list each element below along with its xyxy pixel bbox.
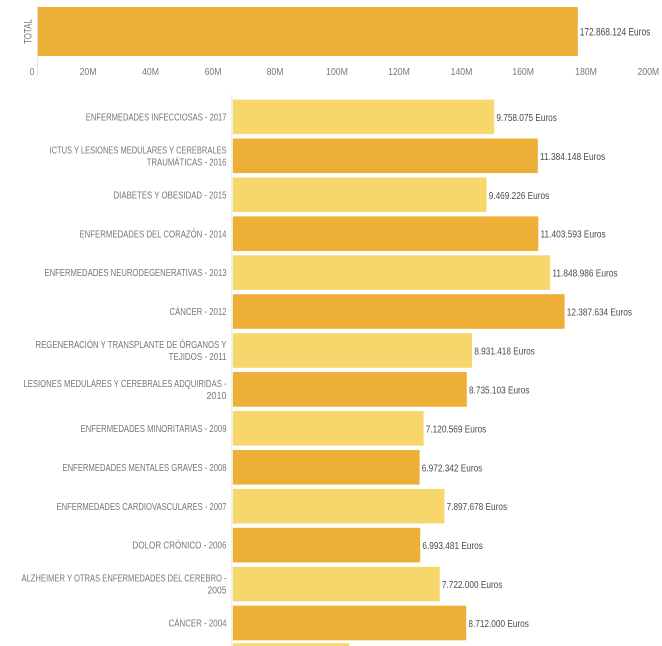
svg-text:CÁNCER - 2004: CÁNCER - 2004: [169, 617, 227, 630]
svg-text:100M: 100M: [326, 67, 348, 78]
svg-text:ICTUS Y LESIONES MEDULARES Y C: ICTUS Y LESIONES MEDULARES Y CEREBRALES: [50, 145, 227, 156]
svg-text:8.931.418 Euros: 8.931.418 Euros: [474, 347, 535, 358]
svg-text:TRAUMÁTICAS - 2016: TRAUMÁTICAS - 2016: [147, 155, 227, 168]
svg-text:LESIONES MEDULARES Y CEREBRALE: LESIONES MEDULARES Y CEREBRALES ADQUIRID…: [24, 379, 227, 390]
svg-text:ENFERMEDADES CARDIOVASCULARES: ENFERMEDADES CARDIOVASCULARES - 2007: [57, 502, 227, 513]
svg-text:11.403.593 Euros: 11.403.593 Euros: [541, 230, 606, 241]
svg-text:ENFERMEDADES DEL CORAZÓN - 201: ENFERMEDADES DEL CORAZÓN - 2014: [80, 227, 227, 240]
svg-text:CÁNCER - 2012: CÁNCER - 2012: [170, 305, 227, 318]
svg-text:ALZHEIMER Y OTRAS ENFERMEDADES: ALZHEIMER Y OTRAS ENFERMEDADES DEL CEREB…: [22, 574, 227, 585]
svg-text:160M: 160M: [512, 67, 534, 78]
svg-text:180M: 180M: [575, 67, 597, 78]
svg-text:REGENERACIÓN Y TRANSPLANTE DE: REGENERACIÓN Y TRANSPLANTE DE ÓRGANOS Y: [36, 338, 227, 351]
svg-text:ENFERMEDADES MENTALES GRAVES -: ENFERMEDADES MENTALES GRAVES - 2008: [63, 463, 227, 474]
svg-text:120M: 120M: [388, 67, 410, 78]
svg-text:6.993.481 Euros: 6.993.481 Euros: [422, 541, 483, 552]
svg-text:11.384.148 Euros: 11.384.148 Euros: [540, 152, 605, 163]
svg-text:ENFERMEDADES INFECCIOSAS - 201: ENFERMEDADES INFECCIOSAS - 2017: [86, 113, 227, 124]
svg-text:0: 0: [30, 67, 35, 78]
svg-text:9.758.075 Euros: 9.758.075 Euros: [496, 113, 557, 124]
svg-text:DOLOR CRÓNICO - 2006: DOLOR CRÓNICO - 2006: [133, 539, 227, 552]
svg-text:DIABETES Y OBESIDAD - 2015: DIABETES Y OBESIDAD - 2015: [114, 190, 227, 201]
svg-text:6.972.342 Euros: 6.972.342 Euros: [422, 463, 483, 474]
svg-text:60M: 60M: [205, 67, 222, 78]
svg-text:40M: 40M: [142, 67, 159, 78]
svg-text:8.712.000 Euros: 8.712.000 Euros: [468, 619, 529, 630]
svg-text:200M: 200M: [637, 67, 659, 78]
svg-text:ENFERMEDADES NEURODEGENERATIVA: ENFERMEDADES NEURODEGENERATIVAS - 2013: [45, 268, 227, 279]
svg-text:2010: 2010: [207, 391, 227, 402]
svg-text:12.387.634 Euros: 12.387.634 Euros: [567, 308, 632, 319]
svg-text:TEJIDOS - 2011: TEJIDOS - 2011: [169, 352, 227, 363]
svg-text:7.897.678 Euros: 7.897.678 Euros: [447, 502, 508, 513]
svg-text:20M: 20M: [80, 67, 97, 78]
svg-text:TOTAL: TOTAL: [23, 19, 35, 44]
svg-text:9.469.226 Euros: 9.469.226 Euros: [489, 191, 550, 202]
svg-text:140M: 140M: [451, 67, 473, 78]
svg-text:8.735.103 Euros: 8.735.103 Euros: [469, 385, 530, 396]
svg-text:2005: 2005: [208, 586, 227, 597]
svg-text:ENFERMEDADES MINORITARIAS - 20: ENFERMEDADES MINORITARIAS - 2009: [81, 424, 227, 435]
svg-text:11.848.986 Euros: 11.848.986 Euros: [552, 269, 617, 280]
svg-text:80M: 80M: [267, 67, 284, 78]
svg-text:172.868.124 Euros: 172.868.124 Euros: [580, 26, 651, 38]
svg-text:7.120.569 Euros: 7.120.569 Euros: [426, 424, 487, 435]
svg-text:7.722.000 Euros: 7.722.000 Euros: [442, 580, 503, 591]
